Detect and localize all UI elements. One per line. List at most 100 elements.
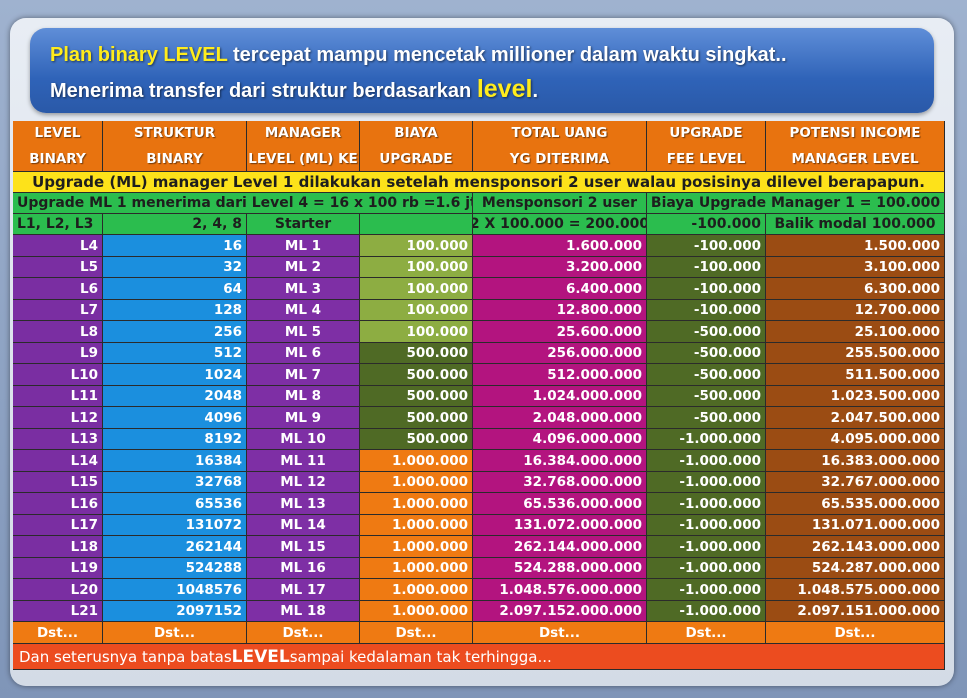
cell-struktur: 524288 xyxy=(103,558,247,579)
header-potensi: POTENSI INCOME MANAGER LEVEL xyxy=(766,121,945,172)
banner-line-2: Menerima transfer dari struktur berdasar… xyxy=(50,75,538,104)
cell-biaya: 1.000.000 xyxy=(360,515,473,536)
banner-line-2-end: . xyxy=(532,80,538,102)
starter-struktur: 2, 4, 8 xyxy=(103,214,247,235)
cell-struktur: 2097152 xyxy=(103,601,247,622)
header-total: TOTAL UANG YG DITERIMA xyxy=(473,121,647,172)
cell-fee: -100.000 xyxy=(647,300,766,321)
header-manager: MANAGER LEVEL (ML) KE xyxy=(247,121,360,172)
footer-level-word: LEVEL xyxy=(231,646,290,667)
cell-potensi: 2.047.500.000 xyxy=(766,407,945,429)
cell-fee: -500.000 xyxy=(647,386,766,407)
cell-biaya: 500.000 xyxy=(360,407,473,429)
cell-struktur: 2048 xyxy=(103,386,247,407)
cell-biaya: 500.000 xyxy=(360,364,473,386)
cell-biaya: 100.000 xyxy=(360,300,473,321)
notice-row: Upgrade (ML) manager Level 1 dilakukan s… xyxy=(13,172,945,193)
cell-potensi: 4.095.000.000 xyxy=(766,429,945,450)
cell-manager: ML 6 xyxy=(247,343,360,364)
cell-biaya: 1.000.000 xyxy=(360,601,473,622)
starter-potensi: Balik modal 100.000 xyxy=(766,214,945,235)
cell-fee: -1.000.000 xyxy=(647,536,766,558)
cell-manager: ML 9 xyxy=(247,407,360,429)
cell-biaya: 1.000.000 xyxy=(360,579,473,601)
header-level: LEVEL BINARY xyxy=(13,121,103,172)
title-banner: Plan binary LEVEL tercepat mampu menceta… xyxy=(30,28,934,113)
footer-note: Dan seterusnya tanpa batas LEVEL sampai … xyxy=(13,644,945,670)
cell-potensi: 524.287.000.000 xyxy=(766,558,945,579)
cell-biaya: 500.000 xyxy=(360,429,473,450)
cell-struktur: 4096 xyxy=(103,407,247,429)
cell-level: L6 xyxy=(13,278,103,300)
cell-level: L16 xyxy=(13,493,103,515)
banner-highlight: Plan binary LEVEL xyxy=(50,44,228,66)
cell-total: 2.097.152.000.000 xyxy=(473,601,647,622)
header-struktur: STRUKTUR BINARY xyxy=(103,121,247,172)
cell-manager: ML 7 xyxy=(247,364,360,386)
cell-level: L18 xyxy=(13,536,103,558)
starter-fee: -100.000 xyxy=(647,214,766,235)
cell-biaya: 100.000 xyxy=(360,321,473,343)
banner-line-1: Plan binary LEVEL tercepat mampu menceta… xyxy=(50,44,787,67)
cell-manager: ML 2 xyxy=(247,257,360,278)
header-line-2: UPGRADE xyxy=(379,151,453,167)
cell-biaya: 1.000.000 xyxy=(360,558,473,579)
cell-level: L7 xyxy=(13,300,103,321)
info-cost-text: Biaya Upgrade Manager 1 = 100.000 xyxy=(647,193,945,214)
header-line-2: BINARY xyxy=(146,151,203,167)
cell-potensi: 1.023.500.000 xyxy=(766,386,945,407)
cell-level: L15 xyxy=(13,472,103,493)
cell-manager: ML 12 xyxy=(247,472,360,493)
cell-total: 524.288.000.000 xyxy=(473,558,647,579)
cell-fee: -1.000.000 xyxy=(647,429,766,450)
cell-total: 2.048.000.000 xyxy=(473,407,647,429)
cell-struktur: 262144 xyxy=(103,536,247,558)
cell-fee: -100.000 xyxy=(647,235,766,257)
cell-manager: ML 16 xyxy=(247,558,360,579)
cell-potensi: 25.100.000 xyxy=(766,321,945,343)
cell-potensi: 65.535.000.000 xyxy=(766,493,945,515)
banner-line-2-text: Menerima transfer dari struktur berdasar… xyxy=(50,80,477,102)
cell-fee: -1.000.000 xyxy=(647,579,766,601)
info-upgrade-text: Upgrade ML 1 menerima dari Level 4 = 16 … xyxy=(13,193,473,214)
cell-level: L20 xyxy=(13,579,103,601)
cell-level: L21 xyxy=(13,601,103,622)
cell-fee: -1.000.000 xyxy=(647,493,766,515)
cell-struktur: 64 xyxy=(103,278,247,300)
cell-level: L8 xyxy=(13,321,103,343)
dst-level: Dst... xyxy=(13,622,103,644)
cell-total: 65.536.000.000 xyxy=(473,493,647,515)
header-line-2: FEE LEVEL xyxy=(666,151,746,167)
cell-struktur: 16384 xyxy=(103,450,247,472)
cell-total: 1.024.000.000 xyxy=(473,386,647,407)
cell-total: 12.800.000 xyxy=(473,300,647,321)
header-line-2: YG DITERIMA xyxy=(509,151,610,167)
cell-manager: ML 11 xyxy=(247,450,360,472)
cell-biaya: 1.000.000 xyxy=(360,493,473,515)
cell-manager: ML 3 xyxy=(247,278,360,300)
cell-total: 32.768.000.000 xyxy=(473,472,647,493)
cell-fee: -500.000 xyxy=(647,343,766,364)
cell-biaya: 500.000 xyxy=(360,386,473,407)
cell-potensi: 32.767.000.000 xyxy=(766,472,945,493)
cell-manager: ML 15 xyxy=(247,536,360,558)
cell-struktur: 65536 xyxy=(103,493,247,515)
cell-total: 6.400.000 xyxy=(473,278,647,300)
cell-potensi: 1.500.000 xyxy=(766,235,945,257)
cell-fee: -100.000 xyxy=(647,257,766,278)
cell-manager: ML 1 xyxy=(247,235,360,257)
starter-biaya xyxy=(360,214,473,235)
cell-struktur: 256 xyxy=(103,321,247,343)
header-biaya: BIAYA UPGRADE xyxy=(360,121,473,172)
cell-struktur: 8192 xyxy=(103,429,247,450)
cell-potensi: 16.383.000.000 xyxy=(766,450,945,472)
cell-total: 1.048.576.000.000 xyxy=(473,579,647,601)
cell-total: 512.000.000 xyxy=(473,364,647,386)
info-sponsor-text: Mensponsori 2 user xyxy=(473,193,647,214)
cell-fee: -100.000 xyxy=(647,278,766,300)
cell-manager: ML 4 xyxy=(247,300,360,321)
header-line-2: LEVEL (ML) KE xyxy=(248,151,358,167)
cell-manager: ML 8 xyxy=(247,386,360,407)
cell-fee: -500.000 xyxy=(647,321,766,343)
cell-total: 4.096.000.000 xyxy=(473,429,647,450)
